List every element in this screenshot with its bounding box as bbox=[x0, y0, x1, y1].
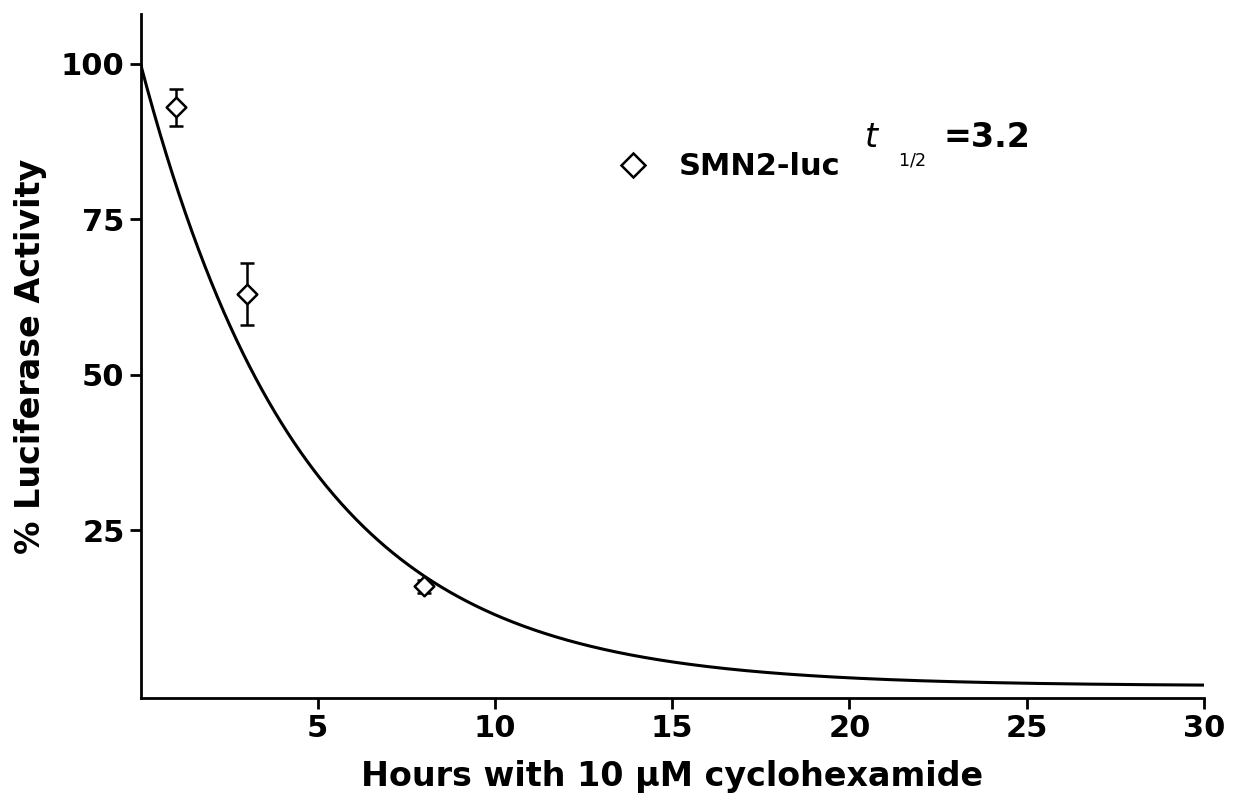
Text: $t$: $t$ bbox=[864, 120, 880, 153]
Legend: SMN2-luc: SMN2-luc bbox=[602, 153, 840, 182]
Point bbox=[414, 580, 434, 593]
Text: =3.2: =3.2 bbox=[943, 120, 1031, 153]
X-axis label: Hours with 10 μM cyclohexamide: Hours with 10 μM cyclohexamide bbox=[361, 760, 984, 793]
Y-axis label: % Luciferase Activity: % Luciferase Activity bbox=[14, 158, 47, 554]
Point bbox=[166, 101, 186, 114]
Text: $_{1/2}$: $_{1/2}$ bbox=[898, 145, 926, 169]
Point bbox=[237, 287, 256, 300]
